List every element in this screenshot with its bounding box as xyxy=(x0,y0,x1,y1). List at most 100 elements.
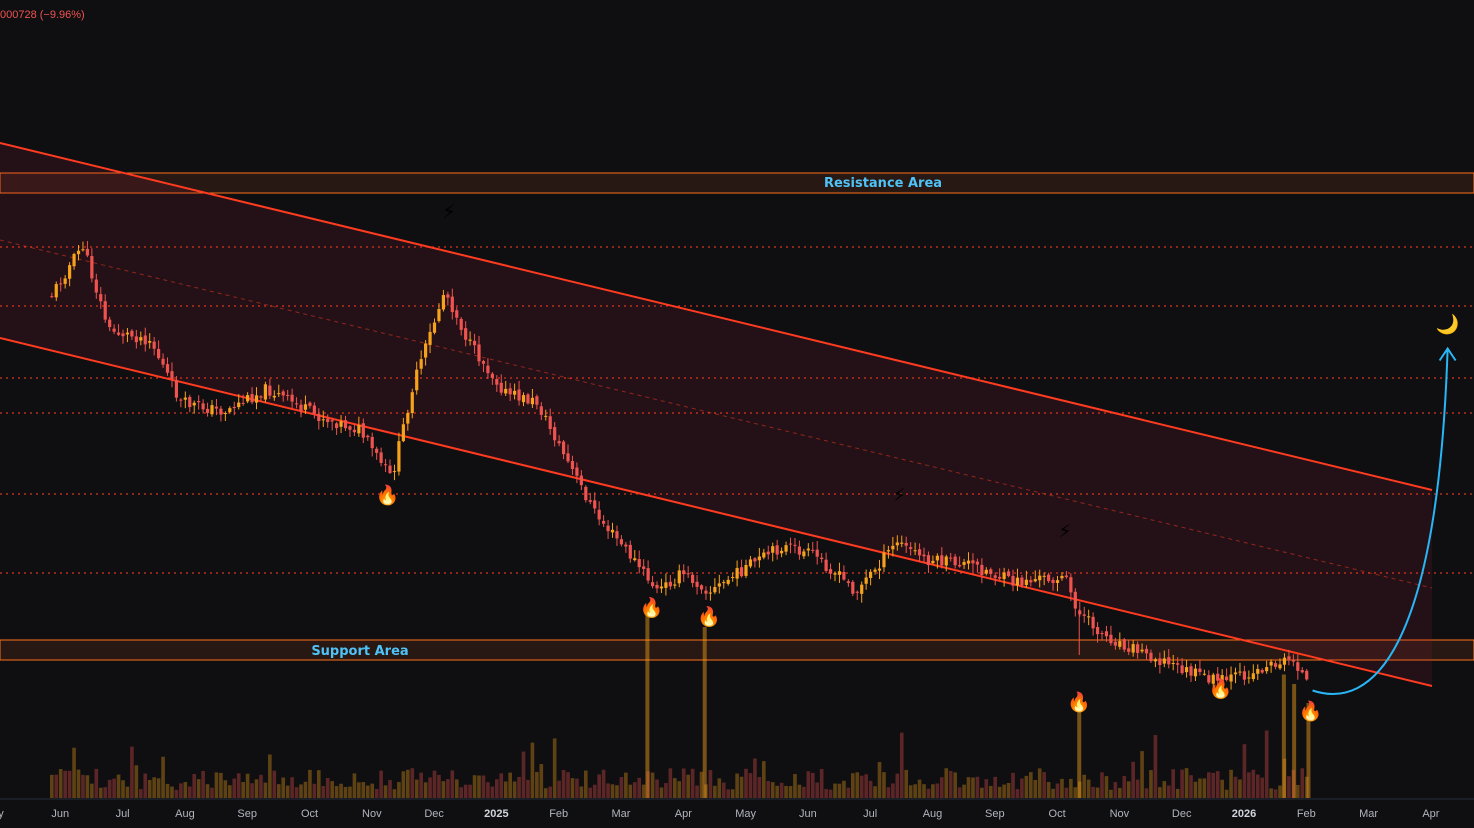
volume-bar xyxy=(410,768,415,798)
volume-bar xyxy=(637,777,642,798)
candle-body xyxy=(250,394,254,403)
candle xyxy=(321,410,325,427)
candle xyxy=(1033,570,1037,583)
candle-body xyxy=(1011,575,1015,586)
candle-body xyxy=(917,549,922,556)
volume-bar xyxy=(512,781,517,798)
volume-bar xyxy=(886,787,891,798)
volume-bar xyxy=(1060,778,1064,798)
volume-bar xyxy=(806,771,811,798)
candle xyxy=(748,555,753,569)
candle xyxy=(192,400,196,414)
candle xyxy=(76,244,81,261)
candle-body xyxy=(699,585,704,590)
candle-body xyxy=(152,341,156,349)
candle xyxy=(308,401,312,409)
candle-body xyxy=(1269,661,1273,666)
volume-bar xyxy=(1211,772,1216,798)
candle-body xyxy=(228,408,232,413)
candle-body xyxy=(125,332,130,335)
x-tick-label: Oct xyxy=(1049,808,1066,820)
candle-body xyxy=(975,561,980,565)
x-tick-label: ay xyxy=(0,808,4,820)
candle-body xyxy=(793,544,797,546)
candle xyxy=(530,388,535,408)
candle xyxy=(664,573,668,596)
candle-body xyxy=(481,361,486,364)
candle xyxy=(602,515,606,528)
candle xyxy=(388,459,392,475)
candle xyxy=(1011,569,1015,592)
volume-bar xyxy=(837,783,842,798)
volume-bar xyxy=(1011,772,1015,798)
candle-body xyxy=(370,436,374,449)
volume-bar xyxy=(552,738,557,798)
candle xyxy=(246,392,250,404)
candle-body xyxy=(326,418,330,423)
candle-body xyxy=(472,340,477,346)
candle xyxy=(268,378,272,400)
volume-bar xyxy=(993,776,998,798)
volume-bar xyxy=(984,779,989,798)
candle-body xyxy=(771,546,775,553)
candle-body xyxy=(748,559,753,567)
candle-body xyxy=(1100,633,1104,635)
candle xyxy=(1144,645,1149,661)
candle xyxy=(481,359,486,373)
candle xyxy=(237,394,241,410)
candle-body xyxy=(877,568,882,571)
candle-body xyxy=(828,569,833,574)
candle-body xyxy=(375,448,379,453)
candle xyxy=(570,455,575,475)
x-tick-label: Sep xyxy=(237,808,257,820)
candle xyxy=(659,578,664,594)
candle-body xyxy=(753,558,757,562)
candle xyxy=(1140,643,1144,654)
candle-body xyxy=(846,581,850,583)
candle-body xyxy=(130,330,134,337)
candle xyxy=(1282,653,1287,672)
volume-bar xyxy=(1207,772,1211,798)
candle xyxy=(717,574,721,594)
volume-bar xyxy=(437,774,441,798)
volume-bar xyxy=(1251,769,1256,798)
candle xyxy=(855,590,859,600)
candle-body xyxy=(99,294,103,302)
candle-body xyxy=(677,570,681,584)
resistance-zone xyxy=(0,172,1474,194)
candle xyxy=(900,535,904,548)
candle-body xyxy=(134,336,138,343)
volume-bar xyxy=(521,751,526,798)
candle xyxy=(1220,669,1224,690)
candle-body xyxy=(513,390,517,395)
candle xyxy=(272,390,276,401)
volume-bar xyxy=(873,786,877,798)
candle xyxy=(1278,658,1282,670)
candle-body xyxy=(526,394,530,404)
projection-curve xyxy=(1312,348,1449,695)
candle xyxy=(708,586,713,601)
candle-body xyxy=(909,547,913,549)
candle xyxy=(615,525,619,546)
candle-body xyxy=(521,395,526,403)
candle-body xyxy=(459,318,463,330)
candle xyxy=(757,547,761,568)
candle-body xyxy=(1247,677,1251,679)
candle-body xyxy=(1136,644,1140,653)
candle xyxy=(1002,567,1006,587)
candle-body xyxy=(593,500,597,509)
x-tick-label: 2026 xyxy=(1232,808,1256,820)
candle-body xyxy=(517,389,521,401)
candle-body xyxy=(179,399,183,401)
volume-bar xyxy=(236,773,241,798)
volume-bar xyxy=(81,774,85,798)
volume-bar xyxy=(58,769,63,798)
candle xyxy=(1184,659,1189,678)
candle xyxy=(290,388,294,409)
volume-bar xyxy=(352,773,357,798)
fire-icon: 🔥 xyxy=(697,605,721,628)
candle-body xyxy=(633,558,637,561)
volume-bar xyxy=(659,787,664,798)
volume-bar xyxy=(228,785,232,798)
